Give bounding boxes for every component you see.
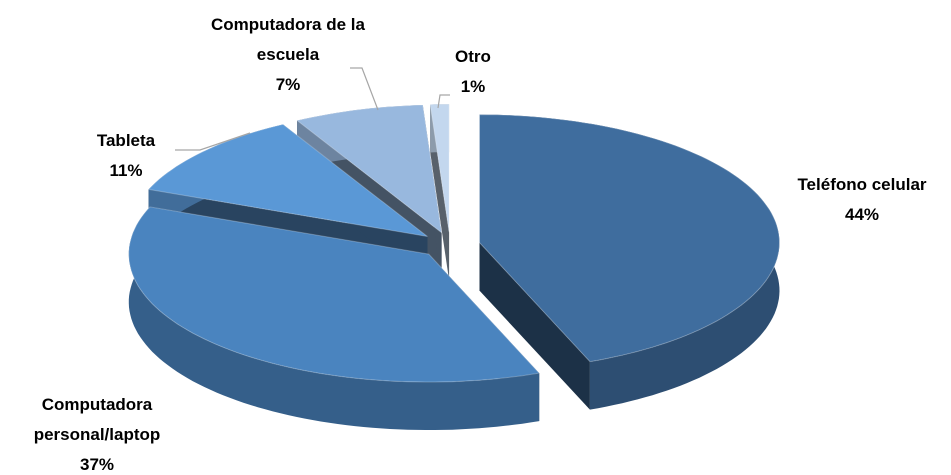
slice — [128, 206, 541, 383]
data-label: Otro 1% — [433, 42, 513, 102]
leader-line — [175, 132, 251, 151]
label-value: 37% — [79, 455, 115, 474]
data-label: Tableta 11% — [66, 126, 186, 186]
label-value: 1% — [460, 77, 486, 96]
label-value: 7% — [275, 75, 301, 94]
slice — [295, 104, 443, 234]
data-label: Computadora personal/laptop 37% — [2, 390, 192, 475]
slice — [429, 103, 450, 233]
label-value: 11% — [109, 161, 143, 180]
tops — [128, 103, 781, 383]
slice-side — [479, 242, 590, 410]
slice — [479, 114, 781, 363]
data-label: Teléfono celular 44% — [757, 170, 951, 230]
slice — [147, 123, 428, 237]
label-value: 44% — [844, 205, 880, 224]
label-category: Otro — [455, 47, 491, 66]
label-category: Computadora de la escuela — [211, 15, 365, 64]
leader-line — [437, 94, 450, 109]
label-category: Tableta — [96, 131, 156, 150]
label-category: Teléfono celular — [797, 175, 927, 194]
leader-line — [350, 67, 379, 111]
slice-rim — [128, 206, 540, 430]
data-label: Computadora de la escuela 7% — [193, 10, 383, 100]
label-category: Computadora personal/laptop — [33, 395, 161, 444]
